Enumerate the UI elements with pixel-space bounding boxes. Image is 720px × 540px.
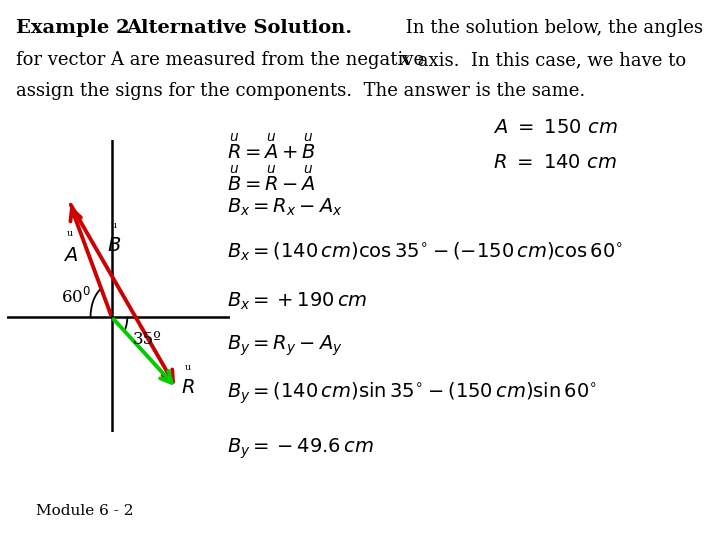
Text: for vector A are measured from the negative: for vector A are measured from the negat… (16, 51, 430, 69)
Text: axis.  In this case, we have to: axis. In this case, we have to (412, 51, 686, 69)
Text: assign the signs for the components.  The answer is the same.: assign the signs for the components. The… (16, 82, 585, 100)
Text: $B_x = +190\,cm$: $B_x = +190\,cm$ (227, 291, 367, 312)
Text: In the solution below, the angles: In the solution below, the angles (400, 19, 703, 37)
Text: $\mathit{R}$: $\mathit{R}$ (181, 379, 195, 396)
Text: x: x (400, 51, 410, 69)
Text: $B_y = -49.6\,cm$: $B_y = -49.6\,cm$ (227, 436, 374, 461)
Text: $A\ =\ 150\ cm$: $A\ =\ 150\ cm$ (493, 119, 618, 137)
Text: Module 6 - 2: Module 6 - 2 (36, 504, 133, 518)
Text: $\mathit{B}$: $\mathit{B}$ (107, 237, 122, 255)
Text: u: u (67, 230, 73, 238)
Text: 60$^0$: 60$^0$ (61, 287, 91, 307)
Text: u: u (111, 221, 117, 230)
Text: $\mathit{A}$: $\mathit{A}$ (63, 247, 78, 265)
Text: $B_x = R_x - A_x$: $B_x = R_x - A_x$ (227, 197, 343, 218)
Text: $\overset{u}{R} = \overset{u}{A} + \overset{u}{B}$: $\overset{u}{R} = \overset{u}{A} + \over… (227, 132, 316, 162)
Text: $\overset{u}{B} = \overset{u}{R} - \overset{u}{A}$: $\overset{u}{B} = \overset{u}{R} - \over… (227, 165, 315, 194)
Text: u: u (184, 362, 191, 372)
Text: Alternative Solution.: Alternative Solution. (126, 19, 352, 37)
Text: $R\ =\ 140\ cm$: $R\ =\ 140\ cm$ (493, 154, 617, 172)
Text: Example 2: Example 2 (16, 19, 130, 37)
Text: $B_y = (140\,cm)\sin 35^{\circ} - (150\,cm)\sin 60^{\circ}$: $B_y = (140\,cm)\sin 35^{\circ} - (150\,… (227, 381, 597, 406)
Text: 35º: 35º (133, 330, 162, 348)
Text: $B_y = R_y - A_y$: $B_y = R_y - A_y$ (227, 334, 343, 358)
Text: $B_x = (140\,cm)\cos 35^{\circ} - (-150\,cm)\cos 60^{\circ}$: $B_x = (140\,cm)\cos 35^{\circ} - (-150\… (227, 240, 623, 262)
